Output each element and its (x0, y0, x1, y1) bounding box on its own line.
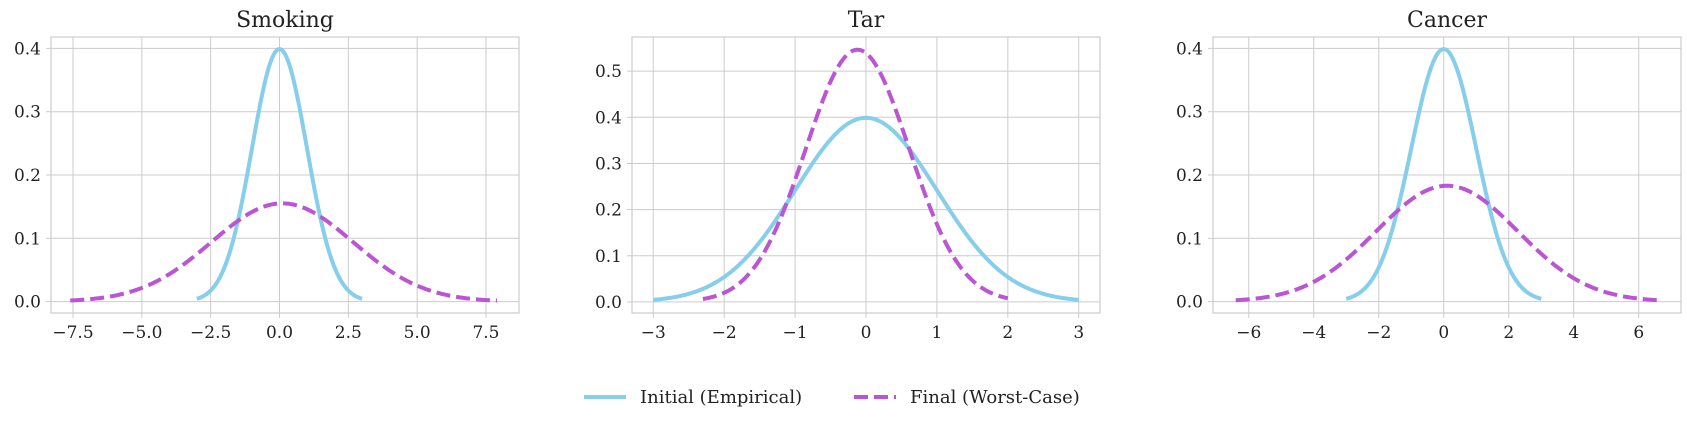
initial-empirical-curve-cancer (1345, 47, 1543, 301)
y-tick-label: 0.3 (595, 154, 622, 174)
panel-cancer: −6 −4 −2 0 2 4 6 0.0 0.1 0.2 0.3 0.4 Cancer (1176, 8, 1682, 343)
x-tick-label: −1 (783, 323, 808, 343)
panel-smoking: −7.5 −5.0 −2.5 0.0 2.5 5.0 7.5 0.0 0.1 0.2 0.3 0.4 S… (14, 8, 520, 343)
y-tick-label: 0.4 (1176, 39, 1203, 59)
x-tick-label: 2.5 (335, 323, 362, 343)
final-worst-case-curve-tar (702, 47, 1009, 301)
x-tick-label: −7.5 (52, 323, 93, 343)
panel-title-tar: Tar (848, 8, 885, 33)
x-tick-label: −2 (712, 323, 737, 343)
x-tick-label: 3 (1073, 323, 1084, 343)
final-worst-case-curve-smoking (70, 201, 498, 303)
y-tick-label: 0.1 (1176, 229, 1203, 249)
panel-title-cancer: Cancer (1407, 8, 1487, 33)
x-tick-label: 2 (1002, 323, 1013, 343)
x-tick-label: 0 (861, 323, 872, 343)
y-tick-label: 0.2 (1176, 166, 1203, 186)
x-tick-label: 7.5 (472, 323, 499, 343)
x-tick-label: 2 (1503, 323, 1514, 343)
x-tick-label: −2.5 (190, 323, 231, 343)
x-tick-label: 1 (931, 323, 942, 343)
chart-panels: −7.5 −5.0 −2.5 0.0 2.5 5.0 7.5 0.0 0.1 0.2 0.3 0.4 S… (14, 8, 1682, 343)
x-tick-label: 4 (1568, 323, 1579, 343)
y-tick-label: 0.1 (595, 247, 622, 267)
x-tick-label: 5.0 (404, 323, 431, 343)
initial-empirical-curve-smoking (195, 47, 364, 301)
initial-empirical-curve-tar (653, 115, 1079, 302)
y-tick-label: 0.4 (595, 108, 622, 128)
panel-title-smoking: Smoking (236, 8, 334, 33)
x-tick-label: 0 (1438, 323, 1449, 343)
x-tick-label: −3 (641, 323, 666, 343)
y-tick-label: 0.4 (14, 39, 41, 59)
legend-label-initial: Initial (Empirical) (640, 387, 802, 408)
x-tick-label: −4 (1301, 323, 1326, 343)
y-tick-label: 0.2 (14, 166, 41, 186)
y-tick-label: 0.3 (14, 103, 41, 123)
legend-label-final: Final (Worst-Case) (910, 387, 1080, 408)
x-tick-label: 6 (1633, 323, 1644, 343)
x-tick-label: −2 (1366, 323, 1391, 343)
x-tick-label: −6 (1236, 323, 1261, 343)
y-tick-label: 0.0 (1176, 293, 1203, 313)
y-tick-label: 0.3 (1176, 103, 1203, 123)
y-tick-label: 0.0 (14, 293, 41, 313)
panel-tar: −3 −2 −1 0 1 2 3 0.0 0.1 0.2 0.3 0.4 0.5 Tar (595, 8, 1101, 343)
final-worst-case-curve-cancer (1235, 183, 1662, 303)
x-tick-label: 0.0 (266, 323, 293, 343)
y-tick-label: 0.5 (595, 62, 622, 82)
y-tick-label: 0.1 (14, 229, 41, 249)
x-tick-label: −5.0 (121, 323, 162, 343)
y-tick-label: 0.0 (595, 293, 622, 313)
y-tick-label: 0.2 (595, 201, 622, 221)
legend: Initial (Empirical) Final (Worst-Case) (584, 387, 1080, 408)
